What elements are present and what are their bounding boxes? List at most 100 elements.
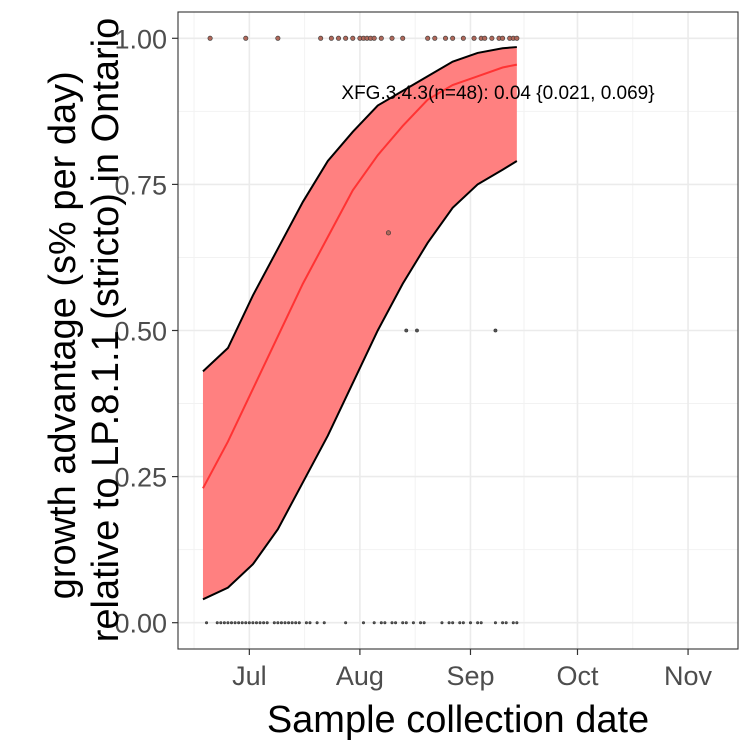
x-tick-label: Nov xyxy=(664,661,713,691)
observation-point xyxy=(404,328,409,333)
observation-point xyxy=(254,621,258,625)
observation-point xyxy=(450,35,456,41)
observation-point xyxy=(336,35,342,41)
observation-point xyxy=(432,35,438,41)
observation-point xyxy=(493,328,498,333)
observation-point xyxy=(287,621,291,625)
observation-point xyxy=(226,621,230,625)
observation-point xyxy=(215,621,219,625)
observation-point xyxy=(205,621,209,625)
ribbon-upper-bound xyxy=(202,46,517,373)
x-tick-label: Aug xyxy=(336,661,384,691)
observation-point xyxy=(479,621,483,625)
observation-point xyxy=(262,621,266,625)
observation-point xyxy=(304,621,308,625)
observation-point xyxy=(379,621,383,625)
observation-point xyxy=(415,328,419,333)
observation-point xyxy=(460,35,466,41)
observation-point xyxy=(389,35,395,41)
observation-point xyxy=(361,621,365,625)
observation-point xyxy=(394,621,398,625)
x-tick-label: Sep xyxy=(446,661,494,691)
observation-point xyxy=(514,35,520,41)
observation-point xyxy=(425,35,431,41)
observation-point xyxy=(265,621,269,625)
observation-point xyxy=(385,230,391,236)
observation-point xyxy=(247,621,251,625)
observation-point xyxy=(243,35,249,41)
y-axis-title: growth advantage (s% per day) relative t… xyxy=(42,18,127,642)
observation-point xyxy=(458,621,462,625)
y-axis: 0.00 0.25 0.50 0.75 1.00 xyxy=(114,24,178,639)
observation-point xyxy=(230,621,234,625)
ribbon-lower-bound xyxy=(202,160,518,601)
observation-point xyxy=(371,35,377,41)
observation-point xyxy=(294,621,298,625)
observation-point xyxy=(500,35,506,41)
observation-point xyxy=(489,35,495,41)
observation-point xyxy=(504,621,508,625)
y-tick-label: 1.00 xyxy=(114,24,167,54)
observation-point xyxy=(471,35,477,41)
observation-point xyxy=(443,35,449,41)
x-axis: Jul Aug Sep Oct Nov xyxy=(232,649,713,691)
observation-point xyxy=(447,621,451,625)
observation-point xyxy=(440,621,444,625)
observation-point xyxy=(244,621,248,625)
observation-point xyxy=(290,621,294,625)
fit-line xyxy=(202,63,518,489)
observation-point xyxy=(283,621,287,625)
y-tick-label: 0.75 xyxy=(114,170,167,200)
confidence-ribbon xyxy=(202,47,517,600)
observation-point xyxy=(344,621,348,625)
observation-point xyxy=(237,621,241,625)
observation-point xyxy=(401,621,405,625)
observation-point xyxy=(461,621,465,625)
observation-point xyxy=(240,621,244,625)
observation-point xyxy=(279,621,283,625)
y-tick-label: 0.25 xyxy=(114,463,167,493)
observation-point xyxy=(419,621,423,625)
observation-points-layer xyxy=(205,35,520,625)
observation-point xyxy=(276,621,280,625)
observation-point xyxy=(511,621,515,625)
observation-point xyxy=(378,35,384,41)
x-axis-title: Sample collection date xyxy=(267,699,649,741)
observation-point xyxy=(422,621,426,625)
observation-point xyxy=(318,35,324,41)
observation-point xyxy=(207,35,213,41)
observation-point xyxy=(451,621,455,625)
y-tick-label: 0.50 xyxy=(114,317,167,347)
y-axis-title-line-2: relative to LP.8.1.1 (stricto) in Ontari… xyxy=(85,18,127,642)
observation-point xyxy=(411,621,415,625)
observation-point xyxy=(322,621,326,625)
observation-point xyxy=(476,621,480,625)
observation-point xyxy=(482,35,488,41)
observation-point xyxy=(233,621,237,625)
observation-point xyxy=(222,621,226,625)
observation-point xyxy=(372,621,376,625)
observation-point xyxy=(297,621,301,625)
y-tick-label: 0.00 xyxy=(114,609,167,639)
observation-point xyxy=(350,35,356,41)
observation-point xyxy=(219,621,223,625)
observation-point xyxy=(251,621,255,625)
observation-point xyxy=(501,621,505,625)
observation-point xyxy=(315,621,319,625)
observation-point xyxy=(272,621,276,625)
x-tick-label: Jul xyxy=(232,661,267,691)
observation-point xyxy=(383,621,387,625)
observation-point xyxy=(390,621,394,625)
observation-point xyxy=(343,35,349,41)
observation-point xyxy=(258,621,262,625)
confidence-ribbon-layer xyxy=(202,46,518,601)
observation-point xyxy=(493,621,497,625)
observation-point xyxy=(515,621,519,625)
observation-point xyxy=(468,621,472,625)
observation-point xyxy=(308,621,312,625)
observation-point xyxy=(404,621,408,625)
observation-point xyxy=(328,35,334,41)
observation-point xyxy=(275,35,281,41)
annotation-label: XFG.3.4.3(n=48): 0.04 {0.021, 0.069} xyxy=(341,83,654,104)
